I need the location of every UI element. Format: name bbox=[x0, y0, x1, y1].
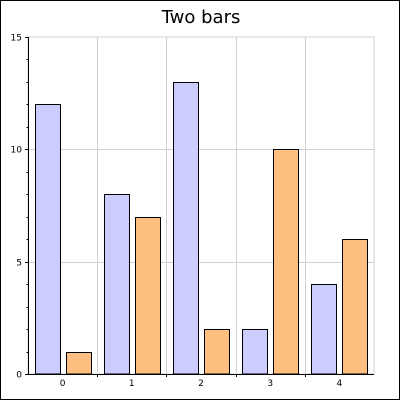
bar-series-0-cat-0 bbox=[35, 104, 61, 375]
bars bbox=[35, 82, 368, 375]
y-tick-label-5: 5 bbox=[16, 259, 22, 269]
bar-series-0-cat-4 bbox=[311, 284, 337, 375]
x-tick-label-2: 2 bbox=[198, 379, 204, 389]
bar-series-1-cat-2 bbox=[204, 329, 230, 375]
chart-title: Two bars bbox=[161, 7, 241, 28]
axes bbox=[25, 37, 374, 377]
bar-series-1-cat-3 bbox=[273, 149, 299, 375]
bar-series-0-cat-1 bbox=[104, 194, 130, 375]
y-tick-label-0: 0 bbox=[16, 371, 22, 381]
x-tick-label-4: 4 bbox=[337, 379, 343, 389]
bar-series-0-cat-2 bbox=[173, 82, 199, 375]
tick-labels: 0 5 10 15 0 1 2 3 4 bbox=[11, 34, 343, 390]
x-tick-label-3: 3 bbox=[267, 379, 273, 389]
bar-series-1-cat-0 bbox=[66, 352, 92, 375]
bar-series-1-cat-4 bbox=[342, 239, 368, 375]
bar-series-1-cat-1 bbox=[135, 217, 161, 375]
x-tick-label-1: 1 bbox=[129, 379, 135, 389]
y-tick-label-10: 10 bbox=[11, 146, 23, 156]
y-tick-label-15: 15 bbox=[11, 34, 22, 44]
x-tick-label-0: 0 bbox=[60, 379, 66, 389]
bar-series-0-cat-3 bbox=[242, 329, 268, 375]
